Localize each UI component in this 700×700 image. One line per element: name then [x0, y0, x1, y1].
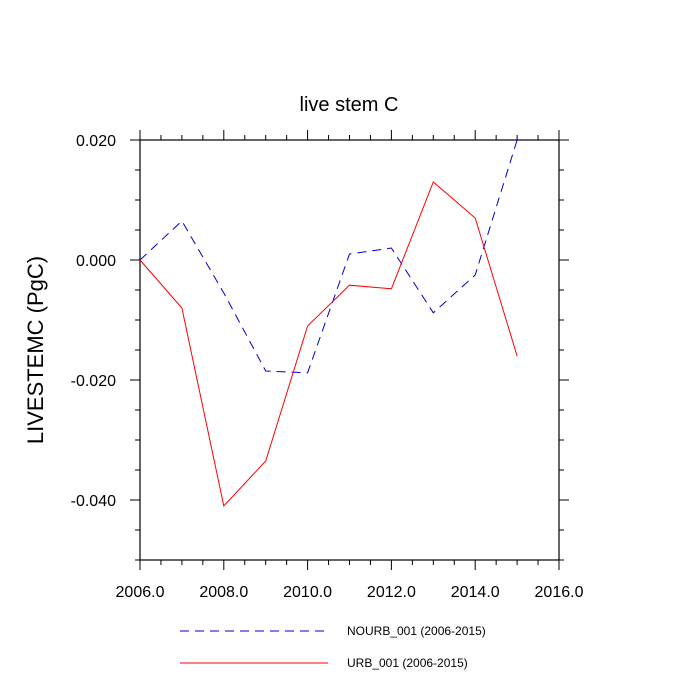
- x-tick-label: 2010.0: [283, 584, 332, 601]
- y-tick-label: -0.040: [71, 493, 116, 510]
- plot-frame: [139, 139, 560, 561]
- y-tick-label: 0.000: [76, 253, 116, 270]
- y-tick-label: 0.020: [76, 133, 116, 150]
- series-line-urb-001: [139, 181, 518, 508]
- x-tick-label: 2006.0: [116, 584, 165, 601]
- series-line-nourb-001: [139, 139, 518, 374]
- y-tick-label: -0.020: [71, 373, 116, 390]
- legend-label: NOURB_001 (2006-2015): [347, 624, 486, 638]
- chart-title: live stem C: [300, 94, 399, 116]
- y-axis-label: LIVESTEMC (PgC): [23, 256, 48, 444]
- x-tick-label: 2012.0: [367, 584, 416, 601]
- series-layer: [139, 139, 518, 508]
- axis-ticks: 2006.0 2008.0 2010.0 2012.0 2014.0 2016.0 0.02…: [71, 130, 584, 601]
- x-tick-label: 2014.0: [451, 584, 500, 601]
- x-tick-label: 2016.0: [535, 584, 584, 601]
- legend: NOURB_001 (2006-2015) URB_001 (2006-2015): [180, 624, 486, 670]
- x-tick-label: 2008.0: [199, 584, 248, 601]
- legend-label: URB_001 (2006-2015): [347, 656, 468, 670]
